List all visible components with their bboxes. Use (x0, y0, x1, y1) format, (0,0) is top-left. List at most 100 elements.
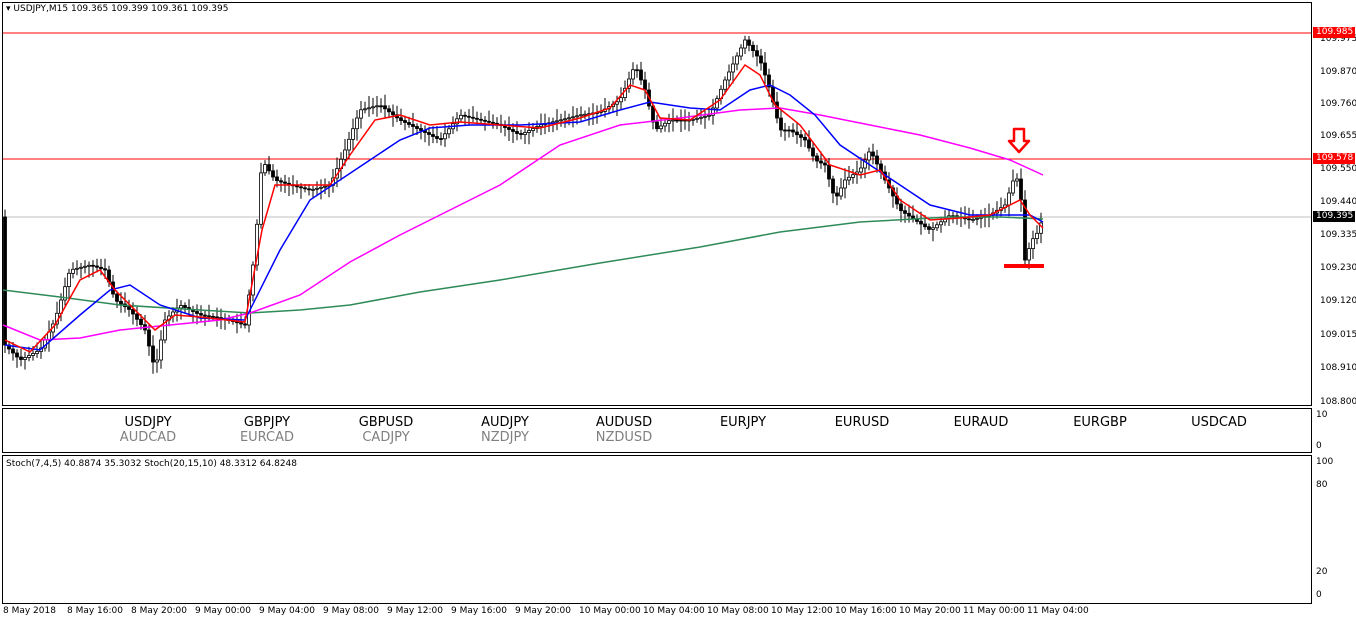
symbol-pair-usdjpy[interactable]: USDJPY AUDCAD (93, 415, 203, 445)
price-axis-tick: 109.870 (1320, 67, 1356, 77)
candle-body (455, 118, 459, 125)
candle-body (211, 315, 215, 318)
candle-body (675, 119, 679, 122)
candle-body (635, 69, 639, 72)
symbol-primary[interactable]: GBPUSD (358, 415, 414, 430)
symbol-pair-gbpusd[interactable]: GBPUSD CADJPY (331, 415, 441, 445)
symbol-secondary[interactable]: EURCAD (239, 430, 295, 445)
stochastic-axis-tick: 100 (1316, 457, 1334, 467)
candle-body (87, 264, 91, 267)
candle-body (967, 218, 971, 221)
time-axis-tick: 8 May 20:00 (131, 606, 187, 616)
symbol-primary[interactable]: AUDJPY (481, 415, 529, 430)
symbol-pair-euraud[interactable]: EURAUD (926, 415, 1036, 430)
symbol-pair-audusd[interactable]: AUDUSD NZDUSD (569, 415, 679, 445)
stochastic-title: Stoch(7,4,5) 40.8874 35.3032 Stoch(20,15… (6, 459, 297, 469)
candle-body (403, 120, 407, 123)
candle-body (283, 181, 287, 184)
candle-body (663, 122, 667, 127)
price-axis-tick: 109.120 (1320, 296, 1356, 306)
symbol-primary[interactable]: EURGBP (1073, 415, 1127, 430)
symbol-pair-eurjpy[interactable]: EURJPY (688, 415, 798, 430)
symbol-pair-eurgbp[interactable]: EURGBP (1045, 415, 1155, 430)
symbol-secondary[interactable]: NZDUSD (595, 430, 653, 445)
candle-body (119, 300, 123, 305)
candle-body (183, 305, 187, 308)
candle-body (415, 126, 419, 129)
time-axis-tick: 9 May 04:00 (259, 606, 315, 616)
candle-body (835, 192, 839, 197)
price-chart-pane[interactable] (2, 2, 1312, 406)
symbol-secondary[interactable]: CADJPY (362, 430, 410, 445)
symbol-pair-gbpjpy[interactable]: GBPJPY EURCAD (212, 415, 322, 445)
candle-body (1027, 248, 1031, 261)
candle-body (163, 319, 167, 341)
symbol-primary[interactable]: AUDUSD (595, 415, 653, 430)
symbol-primary[interactable]: GBPJPY (243, 415, 291, 430)
candle-body (151, 345, 155, 363)
candle-body (1023, 199, 1027, 261)
ma-long-line (2, 216, 1044, 314)
candle-body (31, 353, 35, 356)
symbol-secondary[interactable]: NZDJPY (481, 430, 529, 445)
symbol-panel-axis-top: 10 (1316, 410, 1328, 420)
symbol-secondary[interactable]: AUDCAD (119, 430, 177, 445)
time-axis-tick: 8 May 2018 (3, 606, 56, 616)
candle-body (531, 128, 535, 131)
candle-body (303, 187, 307, 190)
candle-body (199, 313, 203, 316)
candle-body (355, 117, 359, 130)
candle-body (563, 118, 567, 121)
candle-body (867, 151, 871, 161)
candle-body (735, 55, 739, 65)
candle-body (511, 129, 515, 132)
candle-body (751, 44, 755, 51)
candle-body (275, 176, 279, 181)
time-axis-tick: 10 May 16:00 (835, 606, 897, 616)
price-axis-tick: 109.335 (1320, 230, 1356, 240)
candle-body (267, 164, 271, 172)
symbol-pair-audjpy[interactable]: AUDJPY NZDJPY (450, 415, 560, 445)
dropdown-triangle-icon[interactable]: ▾ (6, 4, 11, 14)
candle-body (91, 264, 95, 267)
candle-body (919, 220, 923, 225)
symbol-primary[interactable]: USDJPY (124, 415, 172, 430)
time-axis-tick: 9 May 12:00 (387, 606, 443, 616)
price-axis-tick: 109.550 (1320, 164, 1356, 174)
price-axis-tick: 108.800 (1320, 397, 1356, 407)
candle-body (139, 318, 143, 325)
ma-fast-line (4, 63, 1044, 353)
candle-body (471, 116, 475, 119)
symbol-primary[interactable]: EURAUD (953, 415, 1009, 430)
price-axis-tick: 109.440 (1320, 197, 1356, 207)
candle-body (847, 176, 851, 181)
symbol-pair-usdcad[interactable]: USDCAD (1164, 415, 1274, 430)
candle-body (239, 322, 243, 325)
candle-body (351, 128, 355, 140)
candle-body (1035, 232, 1039, 240)
time-axis-tick: 10 May 00:00 (579, 606, 641, 616)
candle-body (627, 78, 631, 89)
candle-body (763, 62, 767, 76)
candle-body (699, 116, 703, 119)
candle-body (971, 218, 975, 221)
candle-body (459, 114, 463, 120)
time-axis-tick: 10 May 12:00 (771, 606, 833, 616)
candle-body (567, 117, 571, 120)
time-axis-tick: 10 May 20:00 (899, 606, 961, 616)
symbol-primary[interactable]: EURJPY (719, 415, 767, 430)
symbol-primary[interactable]: USDCAD (1191, 415, 1247, 430)
candle-body (215, 316, 219, 319)
candle-body (1011, 180, 1015, 194)
candle-body (731, 63, 735, 73)
candle-body (631, 69, 635, 80)
candle-body (1031, 238, 1035, 249)
stochastic-pane[interactable] (2, 455, 1312, 604)
price-axis-tick: 109.015 (1320, 330, 1356, 340)
candle-body (507, 127, 511, 130)
symbol-primary[interactable]: EURUSD (834, 415, 890, 430)
candle-body (851, 174, 855, 178)
candle-body (583, 113, 587, 116)
symbol-pair-eurusd[interactable]: EURUSD (807, 415, 917, 430)
symbol-switcher-panel (2, 408, 1312, 453)
